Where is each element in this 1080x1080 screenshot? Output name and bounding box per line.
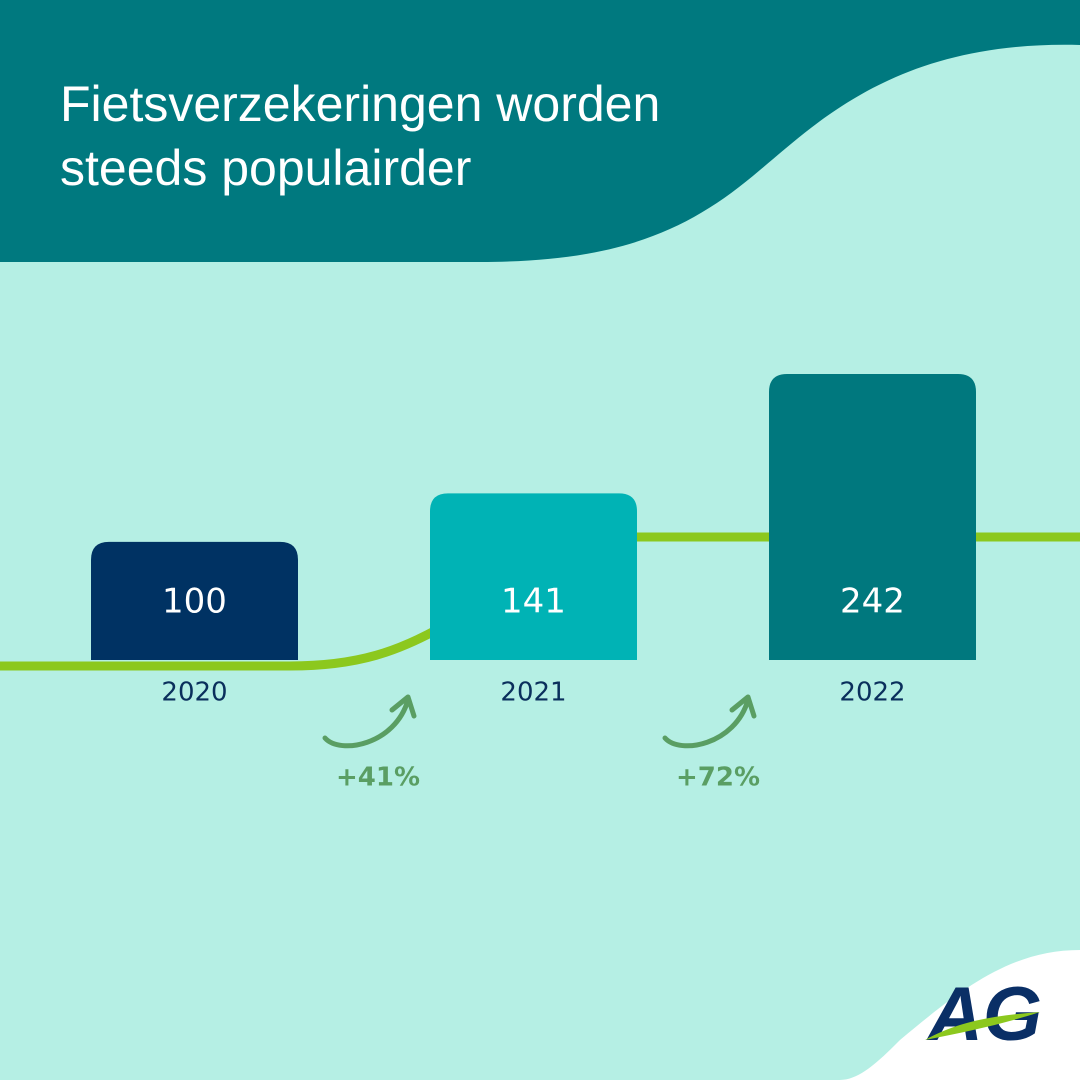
growth-arrow: [322, 694, 417, 749]
growth-label: +72%: [676, 763, 760, 793]
bar: [91, 541, 298, 660]
x-tick-label: 2022: [839, 678, 905, 708]
x-tick-label: 2020: [161, 678, 227, 708]
corner-band: [840, 950, 1080, 1080]
value-label: 242: [840, 582, 905, 622]
brand-logo: AG: [925, 972, 1042, 1057]
brand-swoosh: [925, 1012, 1040, 1040]
bar: [769, 374, 976, 660]
bar: [430, 493, 637, 660]
growth-label: +41%: [336, 763, 420, 793]
value-label: 141: [501, 582, 566, 622]
chart-title: Fietsverzekeringen worden steeds populai…: [60, 76, 661, 196]
value-label: 100: [162, 582, 227, 622]
growth-arrow: [662, 694, 757, 749]
bars: 100 2020 141 2021 242 2022: [91, 374, 976, 708]
x-tick-label: 2021: [500, 678, 566, 708]
header-band: [0, 0, 1080, 262]
